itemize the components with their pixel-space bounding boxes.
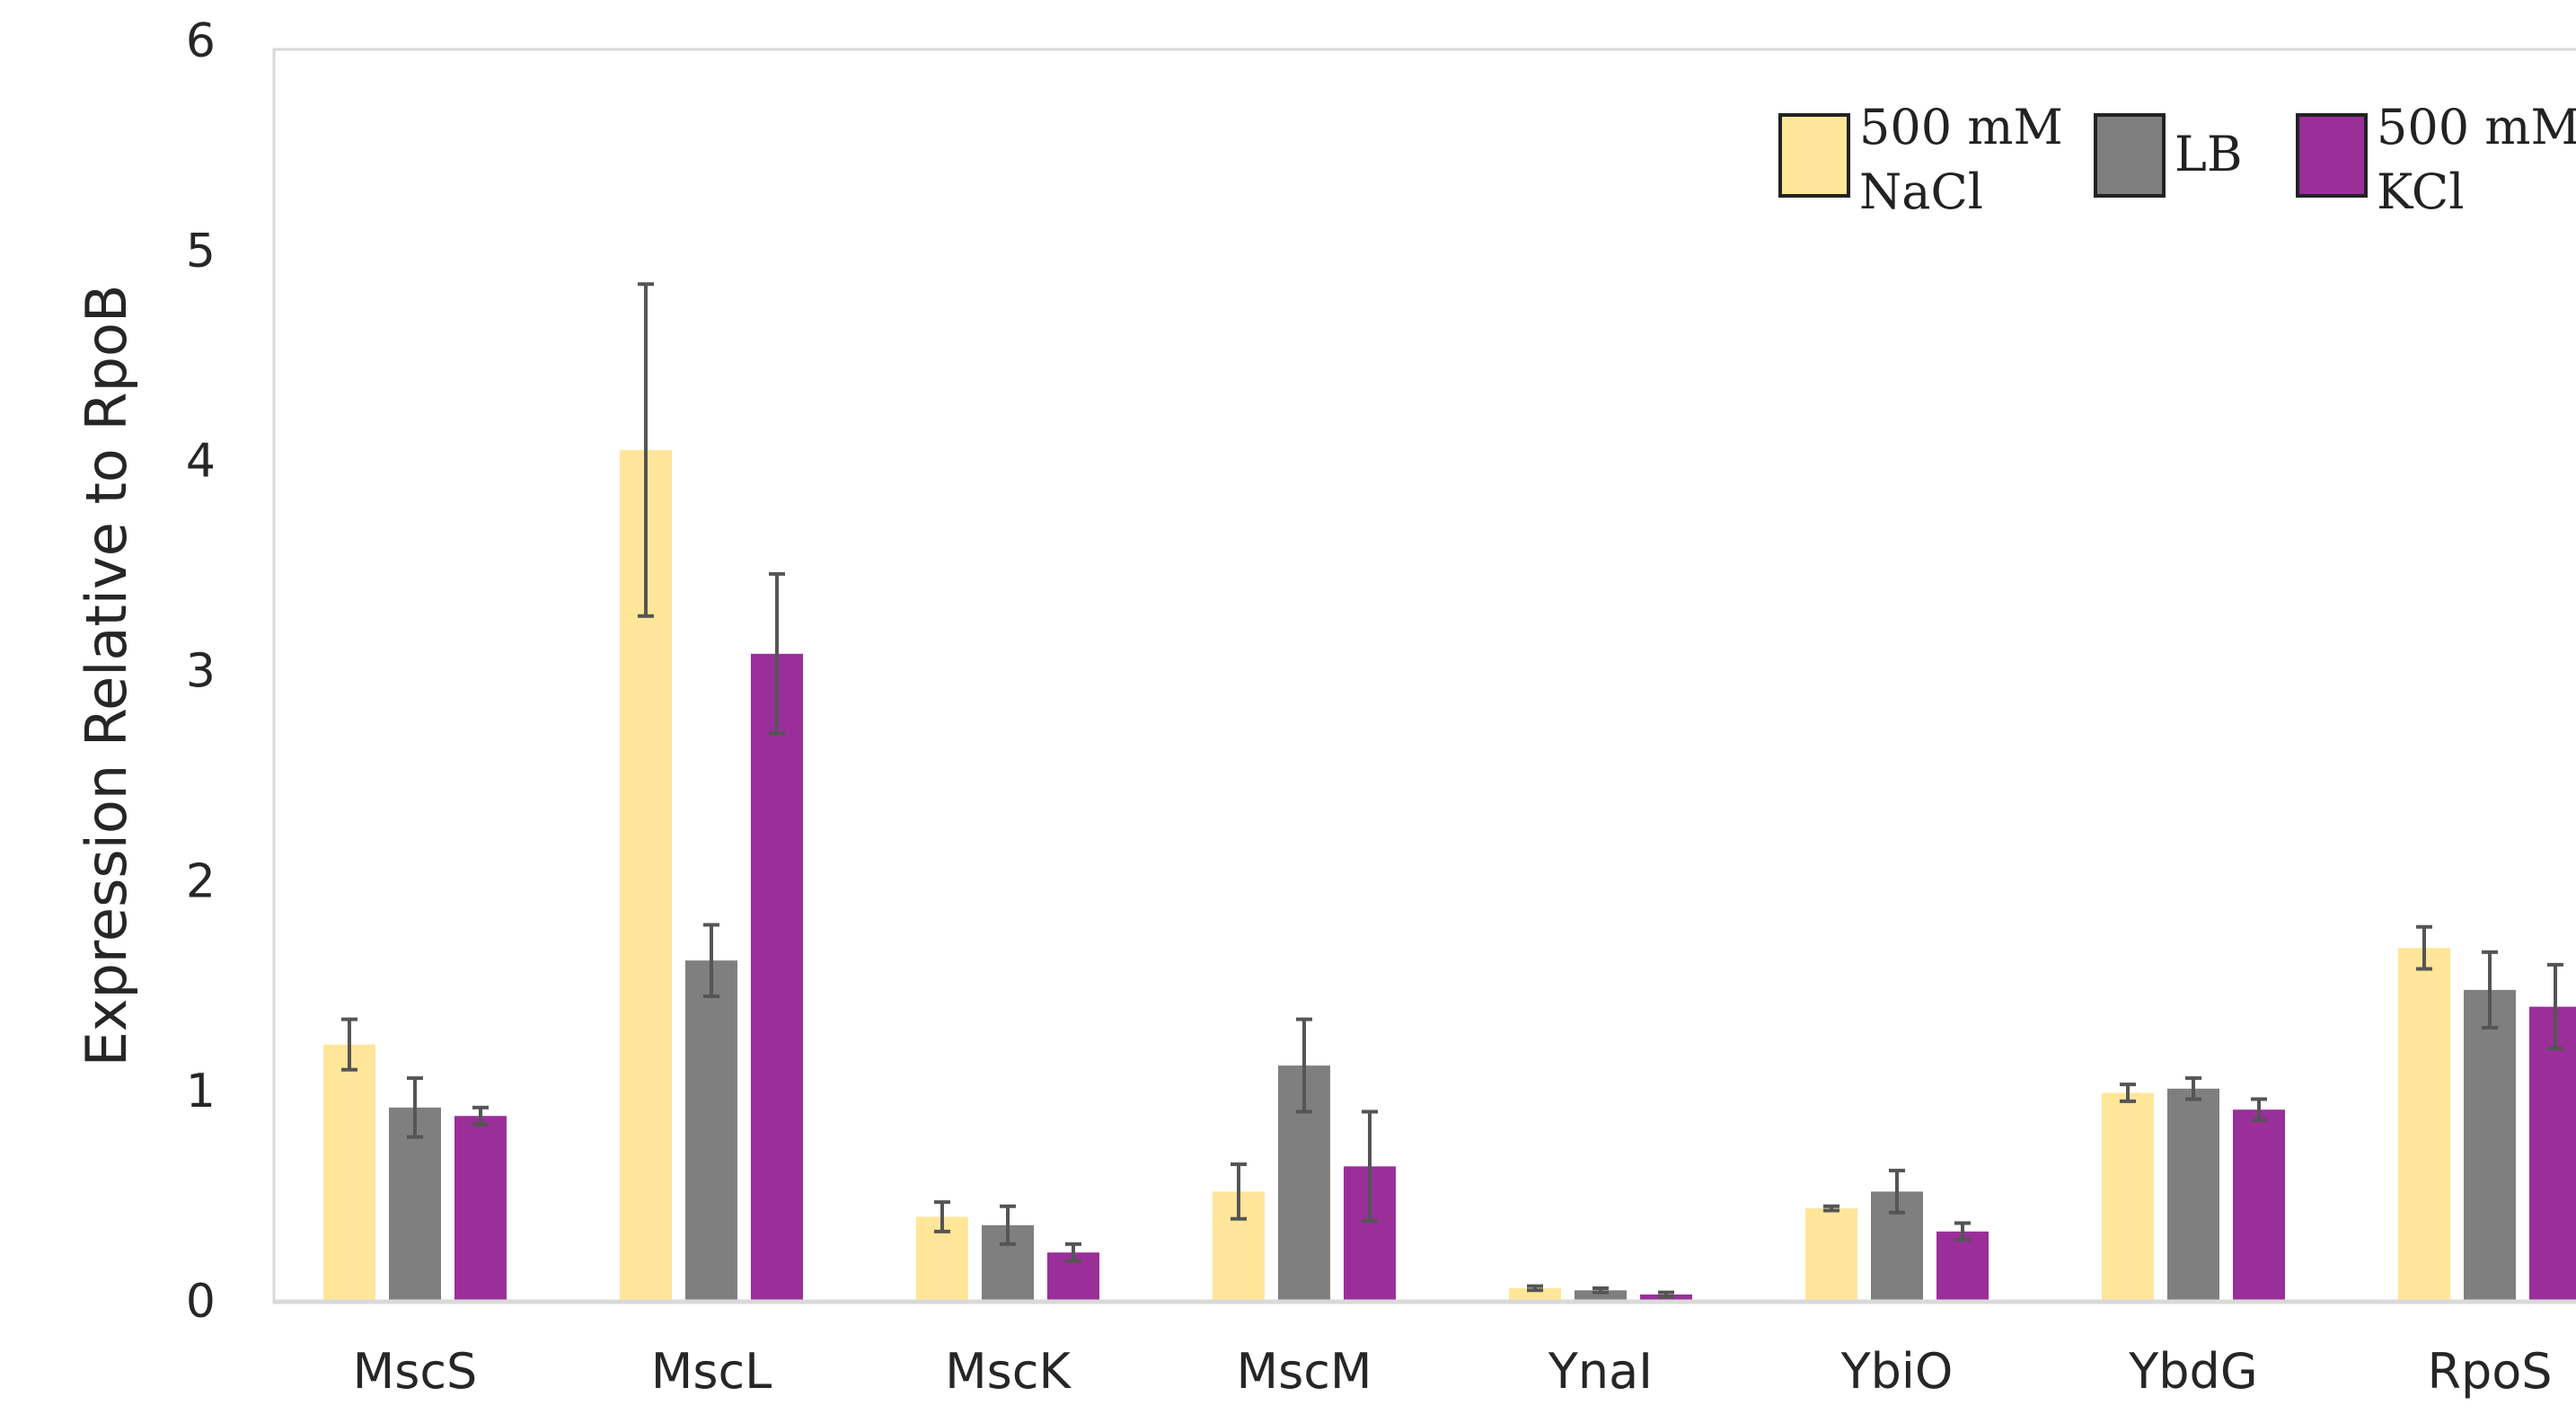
bar [2167,1088,2219,1301]
x-tick-label: RpoS [2427,1343,2552,1400]
error-bar [703,923,719,998]
y-axis-label: Expression Relative to RpoB [74,285,139,1067]
bar [1936,1231,1989,1301]
bar [2529,1006,2576,1301]
bar [323,1044,375,1301]
error-bar [1954,1221,1971,1242]
legend-label: 500 mM [1859,99,2063,155]
y-tick-label: 4 [186,435,216,489]
error-bar [769,571,785,736]
error-bar [1362,1109,1378,1224]
x-tick-label: YbdG [2128,1343,2257,1400]
error-bar [2482,950,2498,1030]
y-tick-label: 5 [186,225,216,278]
error-bar [1065,1242,1081,1263]
legend-label: NaCl [1859,163,1983,220]
x-tick-label: YnaI [1548,1343,1653,1400]
bar [751,653,803,1301]
bar [2398,948,2450,1301]
bar [1509,1287,1561,1301]
error-bar [1889,1169,1905,1215]
legend-item: LB [2094,113,2243,198]
legend-swatch [2094,113,2166,198]
error-bar [472,1105,489,1127]
error-bar [2185,1076,2201,1101]
error-bar [638,282,654,618]
error-bar [1296,1017,1312,1114]
x-tick-label: MscM [1236,1343,1372,1400]
error-bar [1823,1204,1839,1213]
error-bar [341,1017,357,1072]
error-bar [1527,1284,1543,1293]
y-tick-label: 2 [186,854,216,908]
x-tick-label: MscK [945,1343,1072,1400]
error-bar [934,1200,950,1233]
x-tick-label: YbiO [1840,1343,1954,1400]
legend-swatch [1778,113,1850,198]
error-bar [2251,1097,2267,1122]
error-bar [1231,1162,1247,1221]
x-tick-label: MscL [651,1343,772,1400]
error-bar [1000,1204,1016,1246]
error-bar [1592,1286,1609,1295]
bar [2464,989,2516,1301]
legend-swatch [2296,113,2368,198]
legend-label: KCl [2377,163,2464,220]
error-bar [407,1076,423,1139]
x-tick-label: MscS [353,1343,478,1400]
y-tick-label: 6 [186,14,216,68]
y-tick-label: 0 [186,1275,216,1329]
legend-item: 500 mM NaCl [1778,99,2063,220]
plot-area-border [272,48,2576,1304]
bar [2233,1109,2285,1301]
error-bar [2120,1083,2136,1103]
legend-item: 500 mM KCl [2296,99,2576,220]
bar [2102,1092,2154,1301]
bar [454,1116,507,1301]
error-bar [1658,1290,1674,1299]
error-bar [2416,924,2432,971]
bar [1575,1290,1627,1301]
error-bar [2547,962,2563,1051]
legend-label: LB [2175,126,2243,182]
y-tick-label: 1 [186,1065,216,1118]
legend-label: 500 mM [2377,99,2576,155]
bar [685,960,737,1301]
bar [1805,1208,1857,1301]
bar [389,1107,441,1301]
y-tick-label: 3 [186,645,216,699]
